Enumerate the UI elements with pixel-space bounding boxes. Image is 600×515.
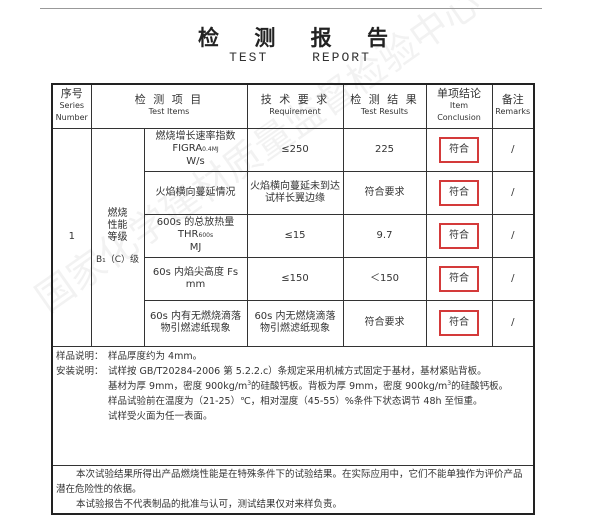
sample-text: 样品厚度约为 4mm。	[108, 350, 203, 362]
requirement: 火焰横向蔓延未到达试样长翼边缘	[246, 170, 344, 215]
disclaimer-text: 本次试验结果所得出产品燃烧性能是在特殊条件下的试验结果。在实际应用中，它们不能单…	[56, 468, 523, 495]
remark: /	[491, 127, 535, 172]
disclaimer-text: 本试验报告不代表制品的批准与认可，测试结果仅对来样负责。	[76, 498, 343, 510]
remark: /	[491, 299, 535, 347]
table-header-row: 序号 Series Number 检 测 项 目 Test Items 技 术 要 …	[51, 83, 535, 129]
test-item: 600s 的总放热量 THR600s MJ	[143, 213, 248, 258]
conclusion: 符合	[425, 127, 493, 172]
install-line: 样品试验前在温度为（21-25）℃，相对湿度（45-55）%条件下状态调节 48…	[108, 395, 483, 407]
table-row: 1 燃烧性能等级 B₁（C）级 燃烧增长速率指数 FIGRA0.4MJ W/s ≤25…	[51, 127, 535, 347]
test-report-table: 序号 Series Number 检 测 项 目 Test Items 技 术 要 …	[51, 83, 535, 515]
install-line: 试样受火面为任一表面。	[108, 410, 213, 422]
report-title: 检 测 报 告	[198, 25, 402, 50]
col-requirement: 技 术 要 求 Requirement	[246, 83, 344, 129]
table-row: 60s 内焰尖高度 Fs mm ≤150 ＜150 符合 /	[52, 256, 535, 301]
requirement: ≤250	[246, 127, 344, 172]
remark: /	[491, 256, 535, 301]
disclaimer-row: 本次试验结果所得出产品燃烧性能是在特殊条件下的试验结果。在实际应用中，它们不能单…	[51, 464, 535, 514]
conclusion: 符合	[425, 213, 493, 258]
report-subtitle: TEST REPORT	[229, 50, 371, 65]
col-test-items: 检 测 项 目 Test Items	[90, 83, 248, 129]
requirement: 60s 内无燃烧滴落物引燃滤纸现象	[246, 299, 344, 347]
remark: /	[491, 213, 535, 258]
conclusion-badge: 符合	[439, 222, 479, 249]
install-label: 安装说明：	[56, 365, 104, 377]
requirement: ≤150	[246, 256, 344, 301]
install-line: 基材为厚 9mm，密度 900kg/m3的硅酸钙板。背板为厚 9mm，密度 90…	[108, 379, 509, 392]
series-number: 1	[51, 127, 92, 347]
test-result: ＜150	[342, 256, 427, 301]
requirement: ≤15	[246, 213, 344, 258]
test-item: 60s 内有无燃烧滴落物引燃滤纸现象	[143, 299, 248, 347]
table-row: 火焰横向蔓延情况 火焰横向蔓延未到达试样长翼边缘 符合要求 符合 /	[52, 170, 535, 215]
conclusion-badge: 符合	[439, 310, 479, 336]
header-rule	[40, 8, 542, 9]
col-test-results: 检 测 结 果 Test Results	[342, 83, 427, 129]
col-item-conclusion: 单项结论 Item Conclusion	[425, 83, 493, 129]
install-line: 试样按 GB/T20284-2006 第 5.2.2.c）条规定采用机械方式固定…	[108, 365, 487, 377]
test-item: 60s 内焰尖高度 Fs mm	[143, 256, 248, 301]
test-result: 符合要求	[342, 170, 427, 215]
disclaimer-cell: 本次试验结果所得出产品燃烧性能是在特殊条件下的试验结果。在实际应用中，它们不能单…	[51, 464, 535, 514]
notes-row: 样品说明： 样品厚度约为 4mm。 安装说明： 试样按 GB/T20284-200…	[51, 345, 535, 466]
table-row: 600s 的总放热量 THR600s MJ ≤15 9.7 符合 /	[52, 213, 535, 258]
conclusion-badge: 符合	[439, 136, 479, 163]
col-series: 序号 Series Number	[51, 83, 92, 129]
test-result: 9.7	[342, 213, 427, 258]
test-result: 225	[342, 127, 427, 172]
sample-label: 样品说明：	[56, 350, 104, 362]
category-cell: 燃烧性能等级 B₁（C）级	[90, 127, 145, 347]
conclusion-badge: 符合	[439, 265, 479, 292]
test-result: 符合要求	[342, 299, 427, 347]
remark: /	[491, 170, 535, 215]
conclusion: 符合	[425, 256, 493, 301]
conclusion-badge: 符合	[439, 179, 479, 206]
test-item: 燃烧增长速率指数 FIGRA0.4MJ W/s	[143, 127, 248, 172]
table-row: 60s 内有无燃烧滴落物引燃滤纸现象 60s 内无燃烧滴落物引燃滤纸现象 符合要…	[52, 299, 535, 347]
conclusion: 符合	[425, 170, 493, 215]
notes-cell: 样品说明： 样品厚度约为 4mm。 安装说明： 试样按 GB/T20284-200…	[51, 345, 535, 466]
conclusion: 符合	[425, 299, 493, 347]
col-remarks: 备注 Remarks	[491, 83, 535, 129]
test-item: 火焰横向蔓延情况	[143, 170, 248, 215]
